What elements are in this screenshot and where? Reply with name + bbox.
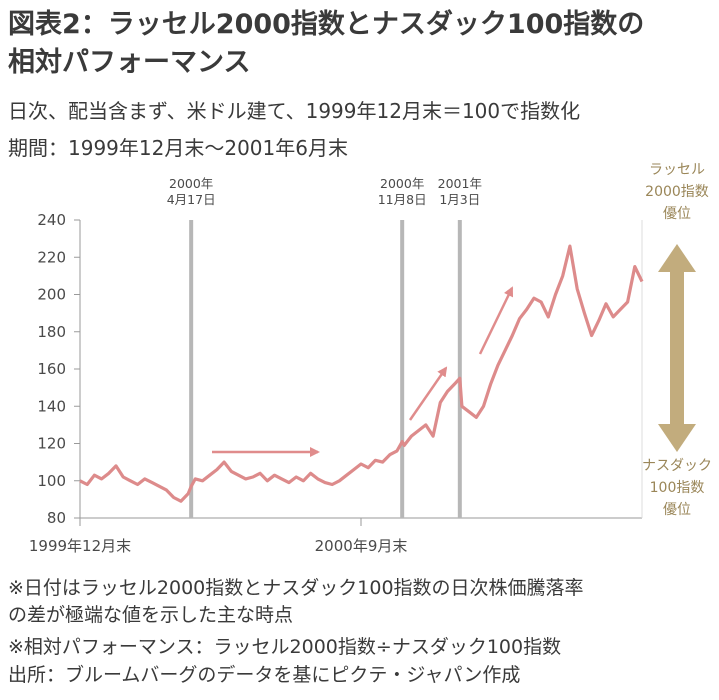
event-label: 2000年 [380,176,424,191]
source-line: 出所：ブルームバーグのデータを基にピクテ・ジャパン作成 [8,664,521,686]
y-tick-label: 160 [37,360,66,378]
subtitle-line-1: 日次、配当含まず、米ドル建て、1999年12月末＝100で指数化 [8,99,581,123]
y-tick-label: 140 [37,397,66,415]
series-line [79,244,644,503]
side-label-top: ラッセル [649,162,705,178]
x-tick-label: 2000年9月末 [315,537,408,555]
trend-arrow [478,286,514,355]
side-label-top: 2000指数 [645,184,709,200]
side-label-bottom: 優位 [663,502,691,518]
event-label: 4月17日 [167,192,216,207]
event-label: 2000年 [169,176,213,191]
x-tick-label: 1999年12月末 [29,537,131,555]
side-label-top: 優位 [663,206,691,222]
title-line-2: 相対パフォーマンス [8,47,251,78]
note-line-1: ※日付はラッセル2000指数とナスダック100指数の日次株価騰落率 [8,577,584,599]
y-tick-label: 80 [47,509,66,527]
y-tick-label: 240 [37,211,66,229]
note-line-2: の差が極端な値を示した主な時点 [8,604,294,626]
y-tick-label: 200 [37,286,66,304]
event-label: 11月8日 [378,192,427,207]
subtitle-line-2: 期間：1999年12月末〜2001年6月末 [8,136,348,160]
trend-arrow [408,366,448,421]
y-tick-label: 120 [37,435,66,453]
side-label-bottom: 100指数 [650,480,705,496]
title-line-1: 図表2：ラッセル2000指数とナスダック100指数の [8,9,645,40]
chart-title: 図表2：ラッセル2000指数とナスダック100指数の 相対パフォーマンス [8,6,708,82]
y-tick-label: 220 [37,248,66,266]
event-label: 1月3日 [439,192,480,207]
note-line-3: ※相対パフォーマンス：ラッセル2000指数÷ナスダック100指数 [8,636,562,658]
side-arrow-up-head [658,244,696,272]
side-label-bottom: ナスダック [642,458,712,474]
y-tick-label: 180 [37,323,66,341]
y-tick-label: 100 [37,472,66,490]
event-label: 2001年 [438,176,482,191]
side-arrow-shaft [670,268,684,430]
side-arrow-down-head [658,424,696,452]
